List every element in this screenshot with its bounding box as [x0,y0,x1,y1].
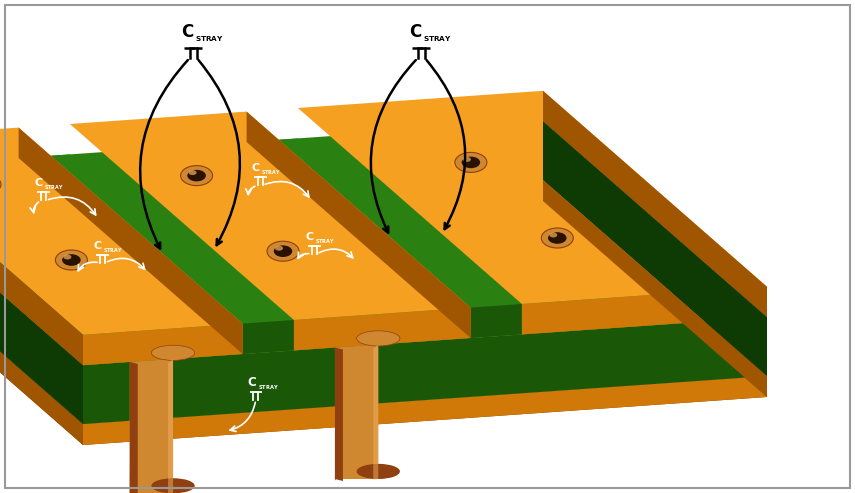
Polygon shape [19,154,294,354]
Ellipse shape [0,175,1,194]
Text: $_{\mathbf{STRAY}}$: $_{\mathbf{STRAY}}$ [261,169,280,177]
Polygon shape [0,228,83,445]
Polygon shape [243,320,294,354]
Polygon shape [70,111,470,320]
Ellipse shape [62,254,80,266]
Ellipse shape [357,464,400,479]
Polygon shape [543,91,767,317]
Polygon shape [130,359,173,493]
Ellipse shape [267,241,299,261]
Polygon shape [168,359,173,493]
Ellipse shape [274,246,292,257]
Polygon shape [83,323,243,365]
Polygon shape [19,128,243,354]
Text: $_{\mathbf{STRAY}}$: $_{\mathbf{STRAY}}$ [103,246,123,255]
Ellipse shape [548,232,567,244]
Ellipse shape [189,170,197,175]
Polygon shape [130,362,138,493]
Text: $\mathbf{C}$: $\mathbf{C}$ [247,376,256,389]
Text: $\mathbf{C}$: $\mathbf{C}$ [93,239,103,251]
Ellipse shape [357,331,400,346]
Text: $\mathbf{C}$: $\mathbf{C}$ [409,23,422,41]
Text: $_{\mathbf{STRAY}}$: $_{\mathbf{STRAY}}$ [258,384,279,392]
Polygon shape [0,169,83,424]
Text: $_{\mathbf{STRAY}}$: $_{\mathbf{STRAY}}$ [315,238,335,246]
Polygon shape [522,287,767,334]
Polygon shape [0,201,767,445]
Polygon shape [543,180,767,397]
Polygon shape [374,345,378,480]
Ellipse shape [549,233,557,238]
Polygon shape [0,121,767,365]
Polygon shape [246,139,522,338]
Polygon shape [0,180,767,424]
Ellipse shape [455,152,486,173]
Polygon shape [83,317,767,424]
Text: $_{\mathbf{STRAY}}$: $_{\mathbf{STRAY}}$ [195,34,224,44]
Polygon shape [335,348,336,481]
Ellipse shape [151,345,195,360]
Text: $\mathbf{C}$: $\mathbf{C}$ [304,230,314,242]
Ellipse shape [180,166,213,185]
Polygon shape [335,345,378,479]
Ellipse shape [151,478,195,493]
Ellipse shape [187,170,206,181]
Polygon shape [298,91,767,304]
Polygon shape [0,139,83,365]
Ellipse shape [275,246,283,251]
Polygon shape [543,121,767,376]
Polygon shape [130,362,131,493]
Polygon shape [335,348,343,481]
Text: $_{\mathbf{STRAY}}$: $_{\mathbf{STRAY}}$ [423,34,452,44]
Polygon shape [83,376,767,445]
Ellipse shape [463,157,471,162]
Text: $\mathbf{C}$: $\mathbf{C}$ [251,161,260,173]
Text: $\mathbf{C}$: $\mathbf{C}$ [34,176,44,188]
Ellipse shape [56,250,87,270]
Polygon shape [294,308,470,351]
Polygon shape [543,121,767,376]
Text: $\mathbf{C}$: $\mathbf{C}$ [181,23,194,41]
Ellipse shape [462,157,481,168]
Ellipse shape [63,254,72,259]
Text: $_{\mathbf{STRAY}}$: $_{\mathbf{STRAY}}$ [44,184,64,192]
Polygon shape [246,111,470,338]
Ellipse shape [541,228,574,248]
Polygon shape [543,180,767,397]
Polygon shape [470,304,522,338]
Polygon shape [0,128,243,335]
